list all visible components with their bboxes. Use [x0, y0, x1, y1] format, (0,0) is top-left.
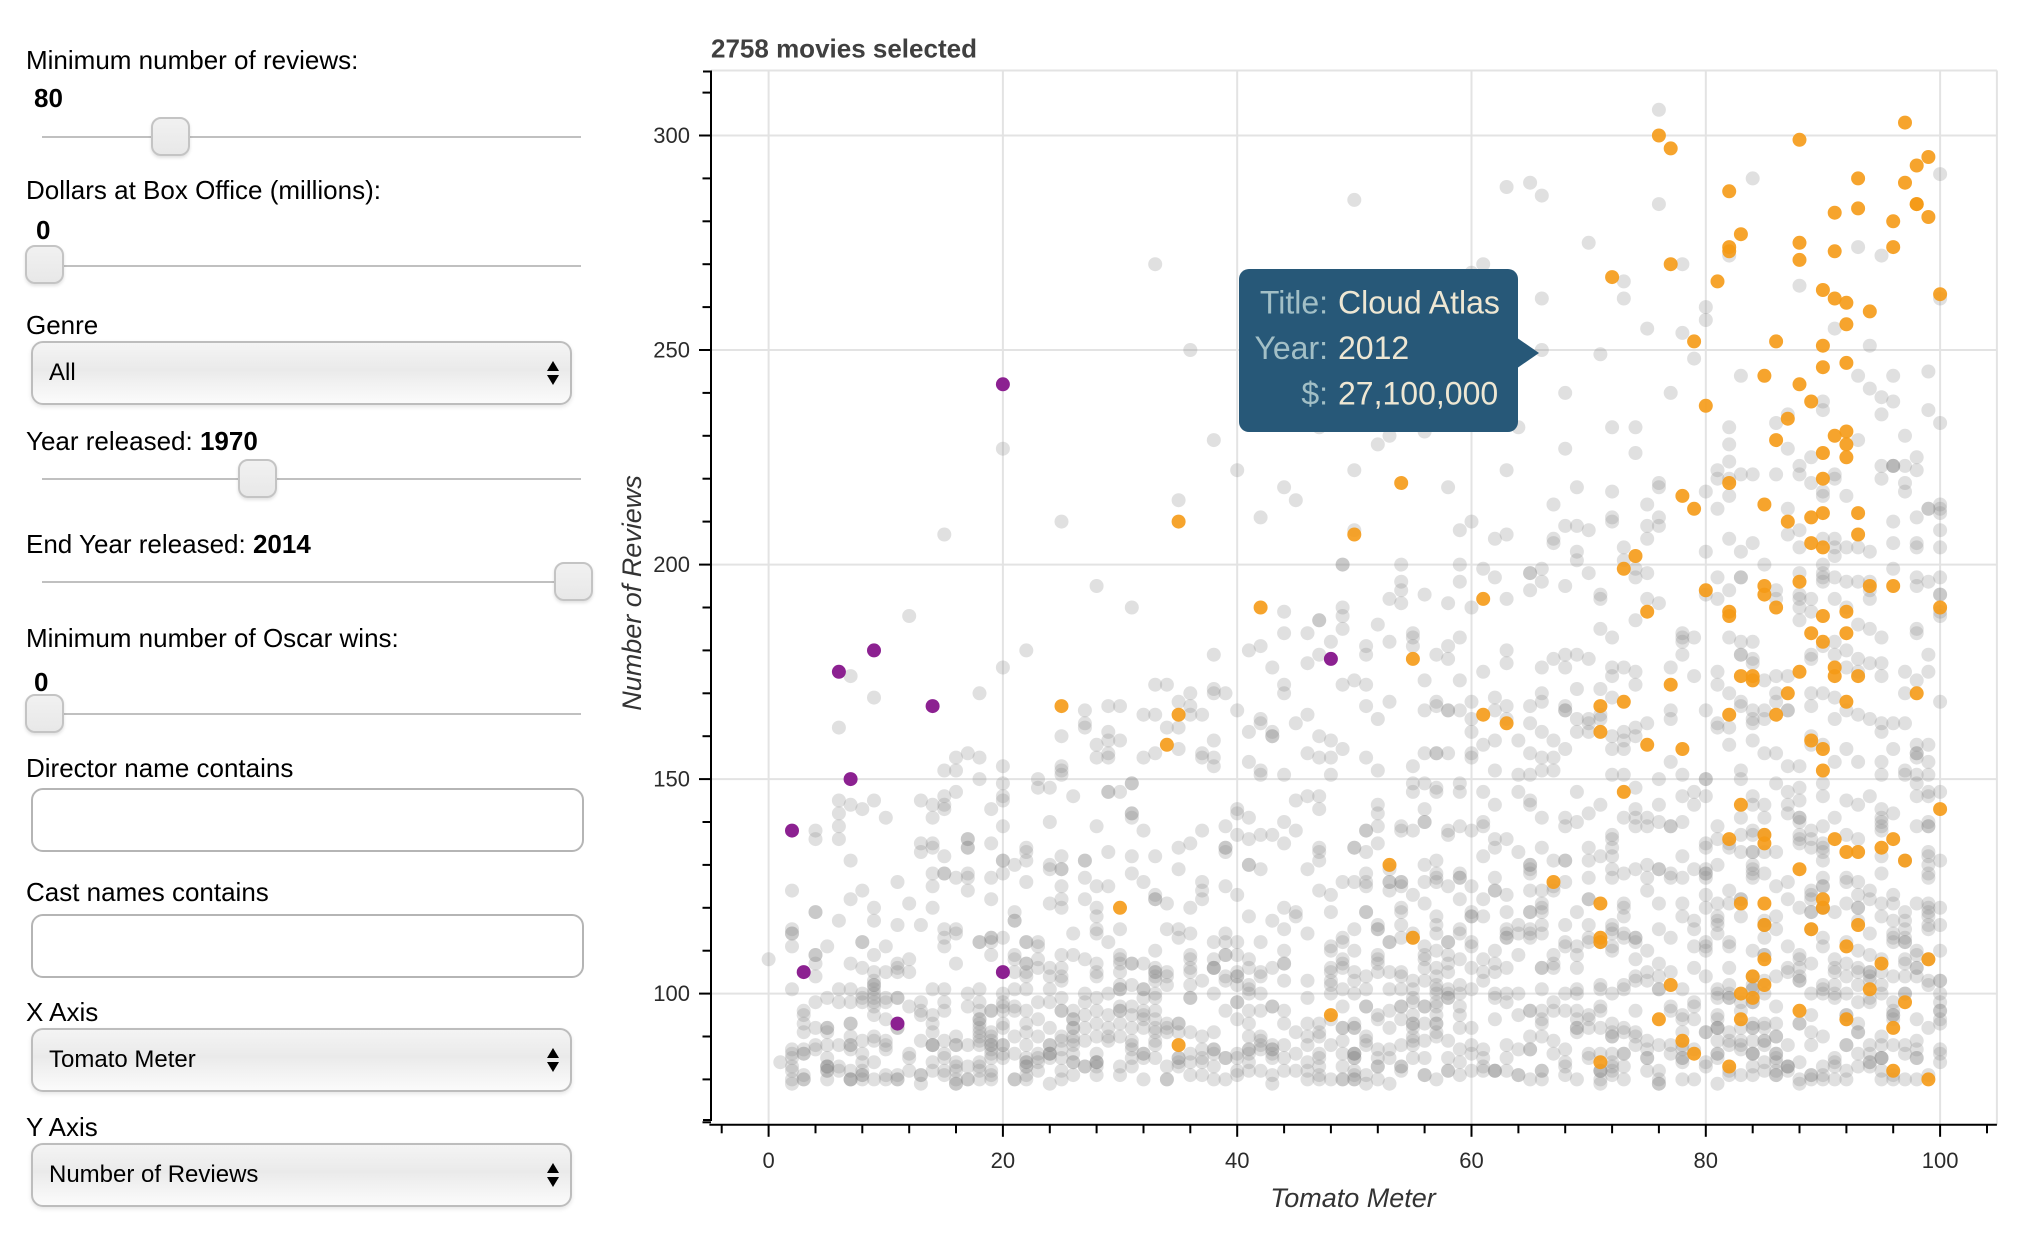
svg-text:80: 80 — [1694, 1148, 1718, 1173]
svg-text:$:: $: — [1301, 376, 1328, 412]
svg-text:100: 100 — [653, 981, 690, 1006]
svg-text:Title:: Title: — [1260, 285, 1328, 321]
svg-text:Year:: Year: — [1254, 330, 1328, 366]
svg-text:0: 0 — [762, 1148, 774, 1173]
svg-text:60: 60 — [1459, 1148, 1483, 1173]
svg-text:Tomato Meter: Tomato Meter — [1270, 1183, 1437, 1213]
svg-text:40: 40 — [1225, 1148, 1249, 1173]
svg-text:300: 300 — [653, 123, 690, 148]
svg-text:200: 200 — [653, 552, 690, 577]
svg-text:20: 20 — [991, 1148, 1015, 1173]
svg-text:Cloud Atlas: Cloud Atlas — [1338, 285, 1500, 321]
svg-text:Number of Reviews: Number of Reviews — [617, 475, 647, 711]
svg-text:27,100,000: 27,100,000 — [1338, 376, 1498, 412]
svg-text:150: 150 — [653, 767, 690, 792]
svg-text:2758 movies selected: 2758 movies selected — [711, 34, 977, 64]
svg-text:250: 250 — [653, 338, 690, 363]
svg-text:2012: 2012 — [1338, 330, 1409, 366]
svg-text:100: 100 — [1922, 1148, 1959, 1173]
